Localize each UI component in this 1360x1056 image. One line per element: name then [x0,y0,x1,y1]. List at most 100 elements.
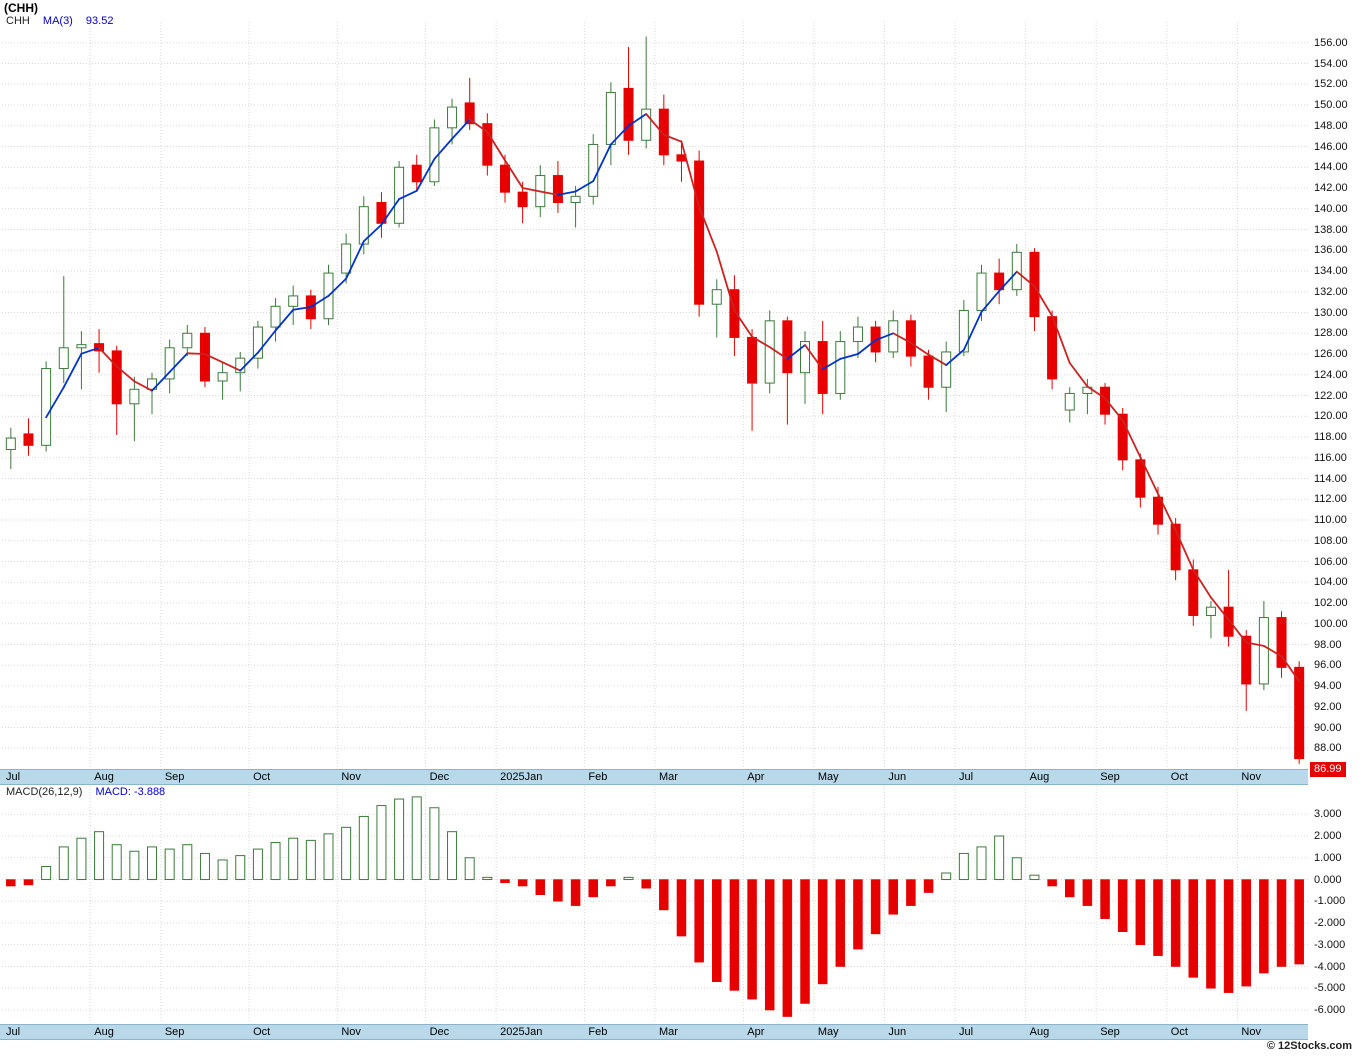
candle-up [941,351,952,388]
ma-line-segment [609,124,630,146]
candle-up [147,378,158,390]
macd-bar-positive [199,852,210,881]
macd-bar-positive [182,844,193,881]
macd-bar-positive [94,831,105,881]
candle-up [800,341,811,374]
month-label: Apr [747,1026,765,1038]
candle-down [1117,413,1128,461]
macd-bar-negative [853,879,863,950]
macd-bar-negative [535,879,546,896]
macd-bar-negative [588,879,598,898]
ma-line-segment [945,348,965,366]
month-label: May [817,1026,839,1038]
candle-down [1223,606,1234,637]
candle-down [747,336,758,384]
macd-bar-positive [394,798,405,881]
ma-line-segment [62,352,83,389]
ma-line-segment [839,353,859,360]
candle-down [1241,635,1252,685]
copyright: © 12Stocks.com [1266,1040,1352,1052]
ma-line-segment [362,223,383,243]
candle-down [623,87,634,141]
ma-line-segment [327,277,348,297]
candle-down [1294,666,1305,760]
macd-bar-negative [694,879,704,963]
ma-line-segment [539,190,559,196]
month-label: Mar [659,1026,678,1038]
ma-line-segment [874,332,895,342]
macd-bar-negative [906,879,916,906]
month-label: Oct [253,771,271,783]
ma-line-segment [168,352,189,373]
candle-down [499,164,510,193]
month-label: Apr [747,771,765,783]
macd-bar-positive [341,826,352,881]
ma-line-segment [557,190,577,196]
candle-down [923,355,934,388]
macd-bar-negative [570,879,581,906]
candle-down [199,332,210,382]
candle-up [182,332,193,349]
macd-bar-negative [1117,879,1128,932]
macd-bar-positive [976,846,987,881]
macd-bar-negative [1294,879,1304,965]
macd-bar-negative [1082,879,1093,906]
x-axis-band-bottom: Jul Aug Sep Oct Nov Dec 2025Jan Feb Mar Apr May Jun… [0,1024,1308,1040]
macd-bar-positive [76,837,87,881]
candle-up [976,272,987,311]
legend-ma-value: 93.52 [85,15,114,27]
candle-up [958,309,969,353]
candle-down [1100,386,1111,415]
candle-down [1188,569,1199,616]
legend-symbol: CHH [6,15,30,27]
candle-up [5,437,16,450]
candle-down [1276,617,1287,668]
macd-bar-negative [923,879,934,893]
ma-line-segment [1104,397,1124,422]
macd-bar-positive [252,848,263,881]
candle-up [358,206,369,245]
candle-down [729,289,740,338]
month-label: Jun [888,1026,907,1038]
candle-down [994,272,1005,291]
macd-bar-negative [1206,879,1216,989]
x-axis-band-top: Jul Aug Sep Oct Nov Dec 2025Jan Feb Mar Apr May Jun… [0,769,1308,785]
macd-bar-positive [376,805,387,881]
macd-bar-negative [888,879,899,915]
candle-down [1029,251,1040,318]
month-label: Mar [659,771,678,783]
ma-line-segment [645,113,665,136]
macd-bar-positive [1011,857,1022,881]
month-label: Oct [253,1026,271,1038]
ma-line-segment [239,351,259,372]
macd-bar-negative [1241,879,1251,987]
candle-up [164,347,175,380]
macd-bar-positive [217,859,228,881]
macd-bar-negative [817,879,828,985]
macd-bar-negative [6,879,16,887]
ma-line-segment [733,309,753,338]
macd-bar-positive [1029,874,1040,881]
ma-line-segment [1227,618,1248,644]
macd-bar-negative [553,879,563,902]
ma-line-segment [768,346,789,360]
candle-up [129,388,140,405]
macd-bar-negative [747,879,757,1000]
candle-down [23,433,34,446]
ma-line-segment [1157,492,1177,532]
ma-line-segment [1245,641,1265,647]
candle-up [641,108,652,141]
candle-down [905,320,916,357]
candle-up [217,372,228,382]
ma-line-segment [574,180,595,193]
candle-down [1170,523,1181,571]
candle-up [341,243,352,274]
macd-bar-negative [782,879,793,1017]
ma-line-segment [433,137,453,160]
candle-down [1152,496,1163,525]
candle-up [58,347,69,370]
macd-bar-positive [411,796,422,881]
price-legend: CHH MA(3) 93.52 [6,15,123,27]
macd-bar-negative [1276,879,1287,967]
ma-line-segment [910,342,930,356]
